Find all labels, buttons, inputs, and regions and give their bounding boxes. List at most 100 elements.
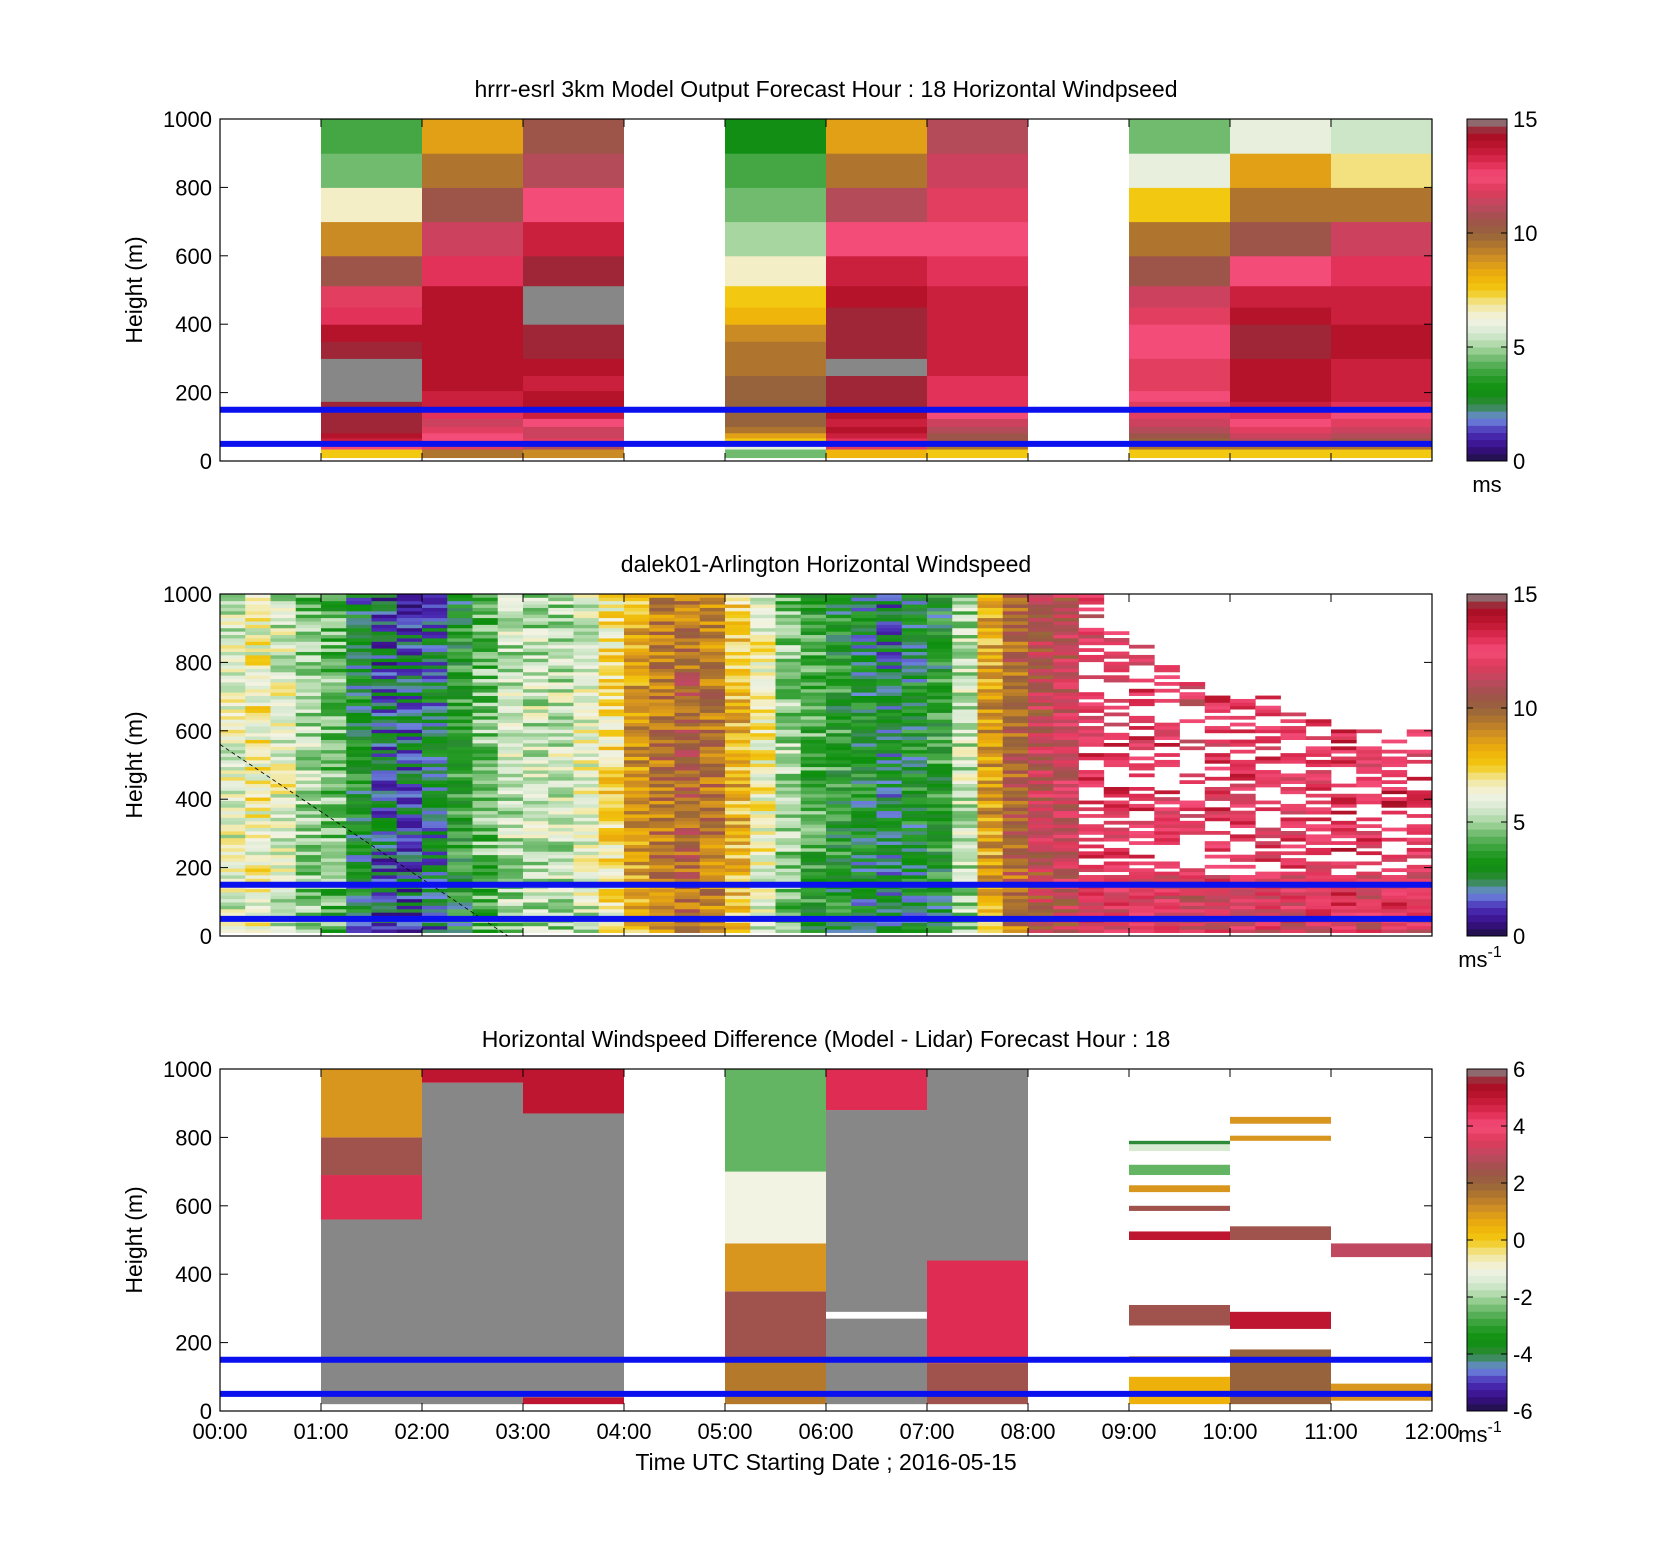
lidar-cell bbox=[624, 797, 650, 801]
lidar-cell bbox=[371, 770, 398, 774]
lidar-cell bbox=[1002, 776, 1029, 781]
lidar-cell bbox=[977, 685, 1004, 690]
lidar-cell bbox=[1002, 908, 1029, 913]
lidar-cell bbox=[952, 905, 978, 910]
lidar-cell bbox=[1053, 627, 1079, 632]
lidar-cell bbox=[497, 831, 524, 835]
lidar-cell bbox=[447, 831, 473, 835]
lidar-cell bbox=[321, 912, 347, 917]
lidar-cell bbox=[775, 736, 802, 740]
lidar-cell bbox=[977, 658, 1004, 663]
lidar-cell bbox=[447, 692, 473, 696]
lidar-cell bbox=[295, 780, 322, 785]
lidar-cell bbox=[624, 705, 650, 710]
lidar-cell bbox=[901, 783, 928, 788]
lidar-cell bbox=[901, 726, 928, 730]
lidar-cell bbox=[826, 807, 852, 812]
lidar-cell bbox=[598, 668, 625, 673]
lidar-cell bbox=[523, 817, 549, 822]
lidar-cell bbox=[750, 668, 776, 673]
lidar-cell bbox=[1154, 763, 1180, 768]
lidar-cell bbox=[598, 729, 625, 734]
lidar-cell bbox=[1002, 597, 1029, 602]
difference-cell bbox=[321, 1069, 422, 1138]
colorbar-segment bbox=[1467, 893, 1507, 901]
lidar-cell bbox=[1053, 698, 1079, 703]
lidar-cell bbox=[901, 651, 928, 656]
lidar-cell bbox=[523, 878, 549, 883]
lidar-cell bbox=[422, 617, 448, 622]
lidar-cell bbox=[598, 837, 625, 842]
lidar-cell bbox=[1280, 719, 1307, 724]
lidar-cell bbox=[674, 698, 701, 703]
lidar-cell bbox=[321, 688, 347, 693]
lidar-cell bbox=[1028, 726, 1054, 730]
lidar-cell bbox=[396, 732, 423, 737]
lidar-cell bbox=[649, 783, 675, 788]
colorbar-segment bbox=[1467, 1069, 1507, 1077]
lidar-cell bbox=[876, 786, 903, 791]
lidar-cell bbox=[1028, 709, 1054, 713]
lidar-cell bbox=[346, 702, 372, 707]
lidar-cell bbox=[245, 773, 271, 778]
model-cell bbox=[321, 432, 422, 439]
lidar-cell bbox=[901, 827, 928, 832]
lidar-cell bbox=[750, 597, 776, 602]
lidar-cell bbox=[750, 627, 776, 632]
lidar-cell bbox=[1255, 912, 1281, 917]
colorbar-tick-label: 2 bbox=[1513, 1171, 1525, 1196]
lidar-cell bbox=[371, 814, 398, 818]
difference-cell bbox=[523, 1113, 624, 1398]
lidar-cell bbox=[245, 617, 271, 622]
lidar-cell bbox=[1331, 908, 1357, 913]
lidar-cell bbox=[800, 648, 827, 652]
lidar-cell bbox=[346, 668, 372, 673]
lidar-cell bbox=[295, 698, 322, 703]
lidar-cell bbox=[472, 831, 499, 835]
lidar-cell bbox=[876, 820, 903, 825]
lidar-cell bbox=[1028, 736, 1054, 740]
lidar-cell bbox=[649, 617, 675, 622]
model-cell bbox=[826, 426, 927, 434]
lidar-cell bbox=[295, 820, 322, 825]
lidar-cell bbox=[321, 895, 347, 900]
lidar-cell bbox=[901, 709, 928, 713]
lidar-cell bbox=[295, 644, 322, 649]
lidar-cell bbox=[573, 871, 600, 876]
lidar-cell bbox=[649, 871, 675, 876]
lidar-cell bbox=[1154, 895, 1180, 900]
lidar-cell bbox=[1356, 851, 1382, 856]
lidar-cell bbox=[826, 895, 852, 900]
lidar-cell bbox=[927, 692, 953, 696]
lidar-cell bbox=[472, 654, 499, 659]
model-cell bbox=[1230, 187, 1331, 223]
lidar-cell bbox=[725, 678, 751, 683]
lidar-cell bbox=[422, 665, 448, 669]
lidar-cell bbox=[800, 875, 827, 879]
lidar-cell bbox=[523, 875, 549, 879]
lidar-cell bbox=[245, 851, 271, 856]
lidar-cell bbox=[674, 763, 701, 768]
colorbar-segment bbox=[1467, 197, 1507, 205]
lidar-cell bbox=[699, 715, 726, 720]
lidar-cell bbox=[270, 610, 297, 615]
lidar-cell bbox=[1078, 814, 1105, 818]
lidar-cell bbox=[497, 929, 524, 933]
lidar-cell bbox=[598, 864, 625, 869]
lidar-cell bbox=[548, 759, 574, 764]
lidar-cell bbox=[1028, 905, 1054, 910]
lidar-cell bbox=[1230, 803, 1256, 808]
lidar-cell bbox=[598, 908, 625, 913]
lidar-cell bbox=[649, 715, 675, 720]
lidar-cell bbox=[472, 641, 499, 646]
model-cell bbox=[1331, 390, 1432, 402]
lidar-cell bbox=[1280, 756, 1307, 761]
lidar-cell bbox=[1028, 594, 1054, 598]
lidar-cell bbox=[851, 638, 877, 642]
lidar-cell bbox=[1002, 817, 1029, 822]
lidar-cell bbox=[699, 631, 726, 636]
lidar-cell bbox=[1305, 868, 1332, 873]
model-cell bbox=[321, 418, 422, 427]
lidar-cell bbox=[952, 814, 978, 818]
lidar-cell bbox=[1406, 888, 1432, 893]
